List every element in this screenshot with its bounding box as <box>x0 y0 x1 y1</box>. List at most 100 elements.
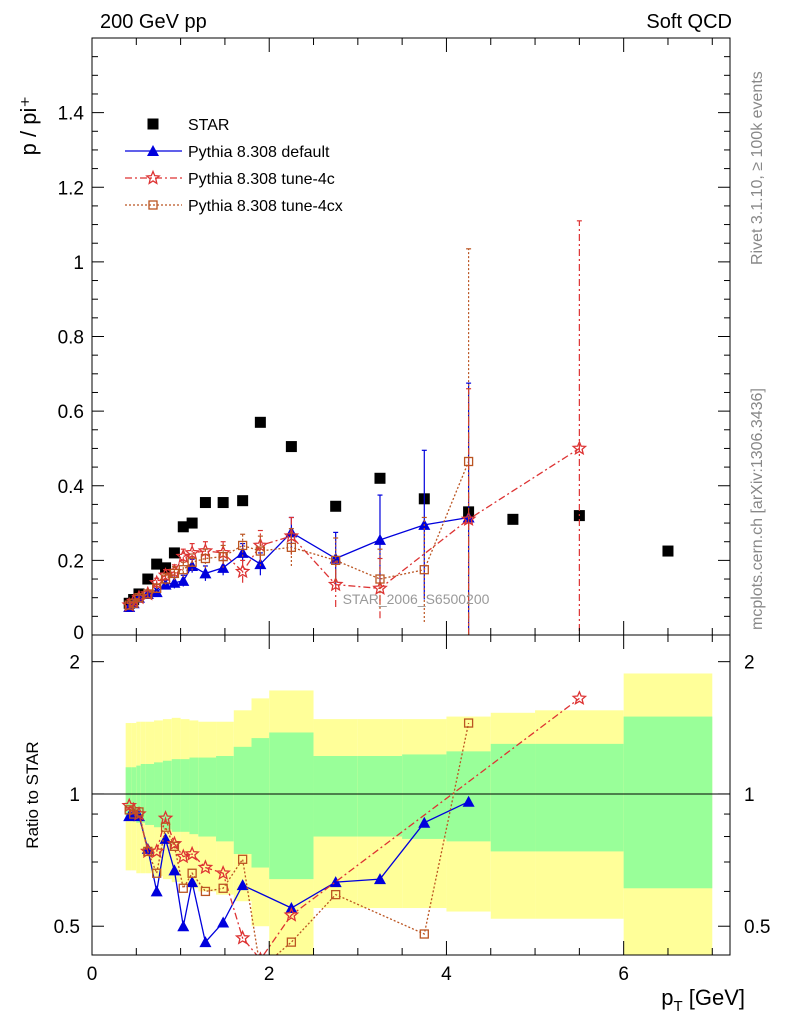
data-point <box>187 557 197 567</box>
data-point <box>199 497 211 509</box>
ratio-point <box>286 937 297 947</box>
ratio-point <box>463 718 474 728</box>
data-point <box>374 472 386 484</box>
header-left: 200 GeV pp <box>100 11 207 33</box>
legend: STAR Pythia 8.308 default Pythia 8.308 tun… <box>125 117 343 215</box>
data-point <box>186 517 198 529</box>
watermark: STAR_2006_S6500200 <box>343 591 490 607</box>
ratio-point <box>152 868 162 878</box>
data-point <box>286 542 297 552</box>
ratio-y-tick-label-right: 1 <box>744 785 755 806</box>
y-tick-label: 0.8 <box>58 328 84 349</box>
main-panel: 0.2 0.4 0.6 0.8 1 1.2 1.4 0 STAR Pythia 8.308 def… <box>58 37 731 644</box>
y-tick-label: 1.2 <box>58 178 84 199</box>
ratio-point <box>141 842 154 854</box>
legend-marker <box>147 145 159 156</box>
data-point <box>217 497 229 509</box>
ratio-point <box>157 810 174 825</box>
ratio-series-2 <box>124 718 474 955</box>
band-inner <box>162 760 172 830</box>
band-inner <box>216 755 234 842</box>
band-inner <box>171 759 181 832</box>
data-point <box>571 440 588 456</box>
band-inner <box>357 755 403 837</box>
ratio-point <box>150 885 163 897</box>
header-right: Soft QCD <box>646 11 732 33</box>
ratio-point <box>283 906 300 922</box>
ratio-y-tick-label-right: 0.5 <box>744 917 770 938</box>
ratio-point <box>186 876 199 888</box>
ratio-point <box>234 929 251 945</box>
ratio-line <box>128 722 470 955</box>
series-0 <box>123 416 674 609</box>
ratio-point <box>187 868 197 878</box>
data-point <box>175 548 192 564</box>
data-point <box>151 558 163 570</box>
data-point <box>283 527 300 543</box>
data-point <box>285 441 297 453</box>
data-point <box>168 547 180 559</box>
ratio-point <box>419 929 429 939</box>
data-point <box>128 598 139 608</box>
ratio-frame <box>91 634 731 956</box>
y-axis-title-ratio: Ratio to STAR <box>23 741 42 848</box>
legend-label: STAR <box>188 117 229 134</box>
y-tick-label: 1 <box>73 253 84 274</box>
data-point <box>134 593 144 603</box>
source-label: mcplots.cern.ch [arXiv:1306.3436] <box>749 388 766 630</box>
data-point <box>254 416 266 428</box>
ratio-point <box>131 805 147 821</box>
ratio-series-1 <box>121 690 588 955</box>
ratio-point <box>178 883 188 893</box>
band-inner <box>535 743 624 852</box>
data-point <box>143 589 153 599</box>
data-point <box>178 565 188 575</box>
ratio-point <box>169 841 180 851</box>
y-tick-label-zero: 0 <box>73 623 84 644</box>
band-inner <box>233 746 252 855</box>
data-point <box>237 540 248 551</box>
data-point <box>254 558 267 570</box>
ratio-point <box>571 690 588 705</box>
y-tick-label: 0.2 <box>58 551 84 572</box>
data-point <box>463 456 474 467</box>
ratio-point <box>143 846 153 857</box>
data-point <box>177 521 189 533</box>
x-axis-title: pT [GeV] <box>661 985 745 1015</box>
band-inner <box>140 763 146 823</box>
data-point <box>177 574 190 586</box>
ratio-point <box>236 879 249 891</box>
data-point <box>331 555 341 566</box>
ratio-point <box>217 916 230 928</box>
legend-label: Pythia 8.308 tune-4cx <box>188 198 343 215</box>
x-tick-label: 2 <box>264 964 275 985</box>
ratio-y-tick-label: 0.5 <box>54 917 80 938</box>
data-point <box>142 573 154 585</box>
band-inner <box>269 732 314 880</box>
ratio-y-tick-label-right: 2 <box>744 653 755 674</box>
y-axis-title-main: p / pi⁺ <box>16 96 41 155</box>
data-point <box>184 544 200 560</box>
band-inner <box>490 743 536 852</box>
legend-marker <box>147 118 159 130</box>
y-tick-label: 1.4 <box>58 104 85 125</box>
data-point <box>199 567 212 579</box>
ratio-point <box>418 816 431 828</box>
data-point <box>234 563 251 579</box>
ratio-line <box>128 697 580 955</box>
band-inner <box>180 759 190 832</box>
ratio-point <box>168 864 181 876</box>
band-inner <box>251 738 270 868</box>
data-point <box>285 526 298 538</box>
x-tick-label: 4 <box>441 964 452 985</box>
band-inner <box>145 763 155 825</box>
data-point <box>218 551 228 562</box>
ratio-point <box>200 886 211 897</box>
data-point <box>200 553 211 564</box>
band-inner <box>623 716 713 889</box>
data-point <box>460 511 477 526</box>
data-point <box>160 574 171 584</box>
data-point <box>152 583 162 594</box>
series-3 <box>124 248 474 635</box>
legend-marker <box>148 200 158 210</box>
